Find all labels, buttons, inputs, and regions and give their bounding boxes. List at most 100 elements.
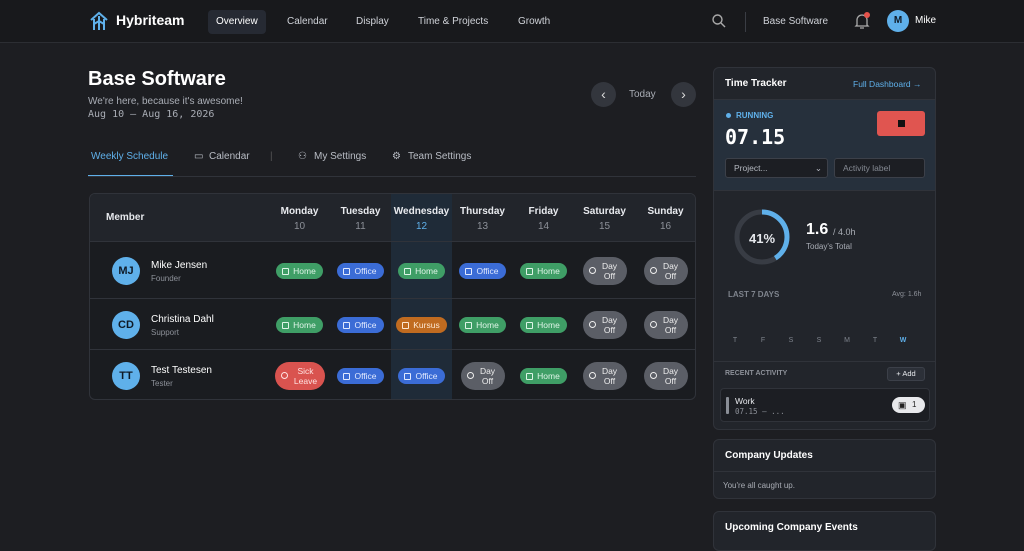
schedule-table: Member Monday 10 Tuesday 11 Wednesday 12 Thurs… — [89, 193, 696, 400]
nav-item[interactable]: Overview — [208, 10, 266, 34]
status-chip[interactable]: Home — [459, 316, 506, 333]
week-day: S — [816, 337, 822, 344]
day-date: 14 — [537, 221, 550, 232]
status-chip[interactable]: Home — [520, 262, 567, 279]
status-chip[interactable]: Day Off — [582, 310, 627, 339]
member-row: CD Christina Dahl Support Home Office Kursus H… — [90, 299, 695, 350]
status-chip[interactable]: Kursus — [396, 316, 447, 333]
ring-label: 41% — [748, 231, 776, 246]
day-name: Sunday — [647, 206, 684, 217]
status-chip[interactable]: Home — [520, 316, 567, 333]
activity-time: 07.15 – ... — [735, 407, 785, 416]
progress-ring — [734, 209, 790, 265]
status-chip[interactable]: Sick Leave — [274, 361, 325, 390]
cell: Home — [269, 242, 330, 299]
week-day: M — [844, 337, 850, 344]
header-row: Member Monday 10 Tuesday 11 Wednesday 12 Thurs… — [90, 194, 695, 242]
dashboard-link[interactable]: Full Dashboard → — [853, 79, 922, 89]
status-chip[interactable]: Day Off — [643, 361, 688, 390]
card-title: Company Updates — [725, 450, 813, 461]
status-chip[interactable]: Day Off — [460, 361, 505, 390]
chip-label: Home — [415, 265, 438, 276]
chip-icon — [282, 321, 290, 329]
chip-label: Day Off — [662, 260, 679, 281]
cell: Kursus — [391, 299, 452, 350]
chip-label: Office — [354, 265, 377, 276]
status-chip[interactable]: Home — [520, 367, 567, 384]
chip-label: Day Off — [601, 365, 618, 386]
chip-label: Day Off — [662, 365, 679, 386]
day-date: 12 — [415, 221, 428, 232]
tab[interactable]: Weekly Schedule — [91, 151, 169, 162]
elapsed-time: 07.15 — [725, 125, 786, 149]
user-name[interactable]: Mike — [915, 15, 937, 26]
chip-icon — [280, 371, 288, 379]
chevron: ⌄ — [814, 163, 822, 173]
user-avatar[interactable]: M — [887, 10, 909, 32]
tab[interactable]: Calendar — [209, 151, 250, 162]
activity-item[interactable]: Work 07.15 – ... ▣ 1 — [720, 388, 930, 422]
tab[interactable]: My Settings — [314, 151, 367, 162]
top-nav: Hybriteam Overview Calendar Display Time… — [0, 0, 1024, 43]
week-day: T — [872, 337, 878, 344]
nav-item[interactable]: Time & Projects — [418, 16, 489, 27]
status-chip[interactable]: Office — [337, 262, 384, 279]
member-name: Mike Jensen — [151, 259, 208, 271]
chip-label: Home — [537, 370, 560, 381]
status-chip[interactable]: Home — [398, 262, 445, 279]
activity-input[interactable]: Activity label — [834, 158, 925, 178]
total-label: Today's Total — [806, 242, 852, 251]
org-switch[interactable]: Base Software — [763, 16, 829, 27]
nav-item[interactable]: Calendar — [287, 16, 328, 27]
nav-item[interactable]: Display — [356, 16, 389, 27]
status-chip[interactable]: Office — [398, 367, 445, 384]
day-date: 16 — [659, 221, 672, 232]
last7-label: LAST 7 DAYS — [728, 290, 780, 299]
chip-label: Office — [415, 370, 438, 381]
status-chip[interactable]: Day Off — [643, 256, 688, 285]
day-date: 13 — [476, 221, 489, 232]
status-chip[interactable]: Office — [459, 262, 506, 279]
stop-button[interactable] — [877, 111, 925, 136]
time-tracker: Time Tracker Full Dashboard → RUNNING 07… — [713, 67, 936, 430]
status-chip[interactable]: Day Off — [582, 361, 627, 390]
member-header: Member — [106, 212, 145, 223]
cell: Home — [513, 350, 574, 399]
day-header: Saturday 15 — [574, 194, 635, 232]
bell-icon[interactable] — [853, 11, 871, 31]
day-header: Wednesday 12 — [391, 194, 452, 232]
chip-icon — [343, 267, 351, 275]
count: 1 — [912, 400, 917, 409]
chip-icon — [588, 371, 596, 379]
current-day-column — [391, 194, 452, 399]
ring-arc — [734, 209, 790, 265]
status-chip[interactable]: Home — [276, 262, 323, 279]
search-icon[interactable] — [711, 13, 727, 29]
next-week[interactable]: › — [671, 82, 696, 107]
day-header: Thursday 13 — [452, 194, 513, 232]
cell: Office — [330, 242, 391, 299]
cell: Day Off — [635, 242, 695, 299]
activity-count: ▣ 1 — [892, 397, 925, 413]
cell: Sick Leave — [269, 350, 330, 399]
member-name: Test Testesen — [151, 364, 212, 376]
project-select[interactable]: Project... ⌄ — [725, 158, 828, 178]
status-chip[interactable]: Day Off — [582, 256, 627, 285]
tab[interactable]: Team Settings — [408, 151, 472, 162]
status-chip[interactable]: Office — [337, 367, 384, 384]
day-name: Thursday — [459, 206, 505, 217]
chip-icon — [404, 372, 412, 380]
status-chip[interactable]: Day Off — [643, 310, 688, 339]
status-chip[interactable]: Home — [276, 316, 323, 333]
chip-label: Home — [476, 319, 499, 330]
chip-icon — [649, 266, 657, 274]
status-chip[interactable]: Office — [337, 316, 384, 333]
today-button[interactable]: Today — [629, 89, 656, 100]
nav-item[interactable]: Growth — [518, 16, 551, 27]
chip-label: Home — [537, 319, 560, 330]
prev-week[interactable]: ‹ — [591, 82, 616, 107]
chip-label: Day Off — [662, 314, 679, 335]
add-button[interactable]: + Add — [887, 367, 925, 381]
cell: Day Off — [635, 350, 695, 399]
member-role: Support — [151, 327, 180, 337]
